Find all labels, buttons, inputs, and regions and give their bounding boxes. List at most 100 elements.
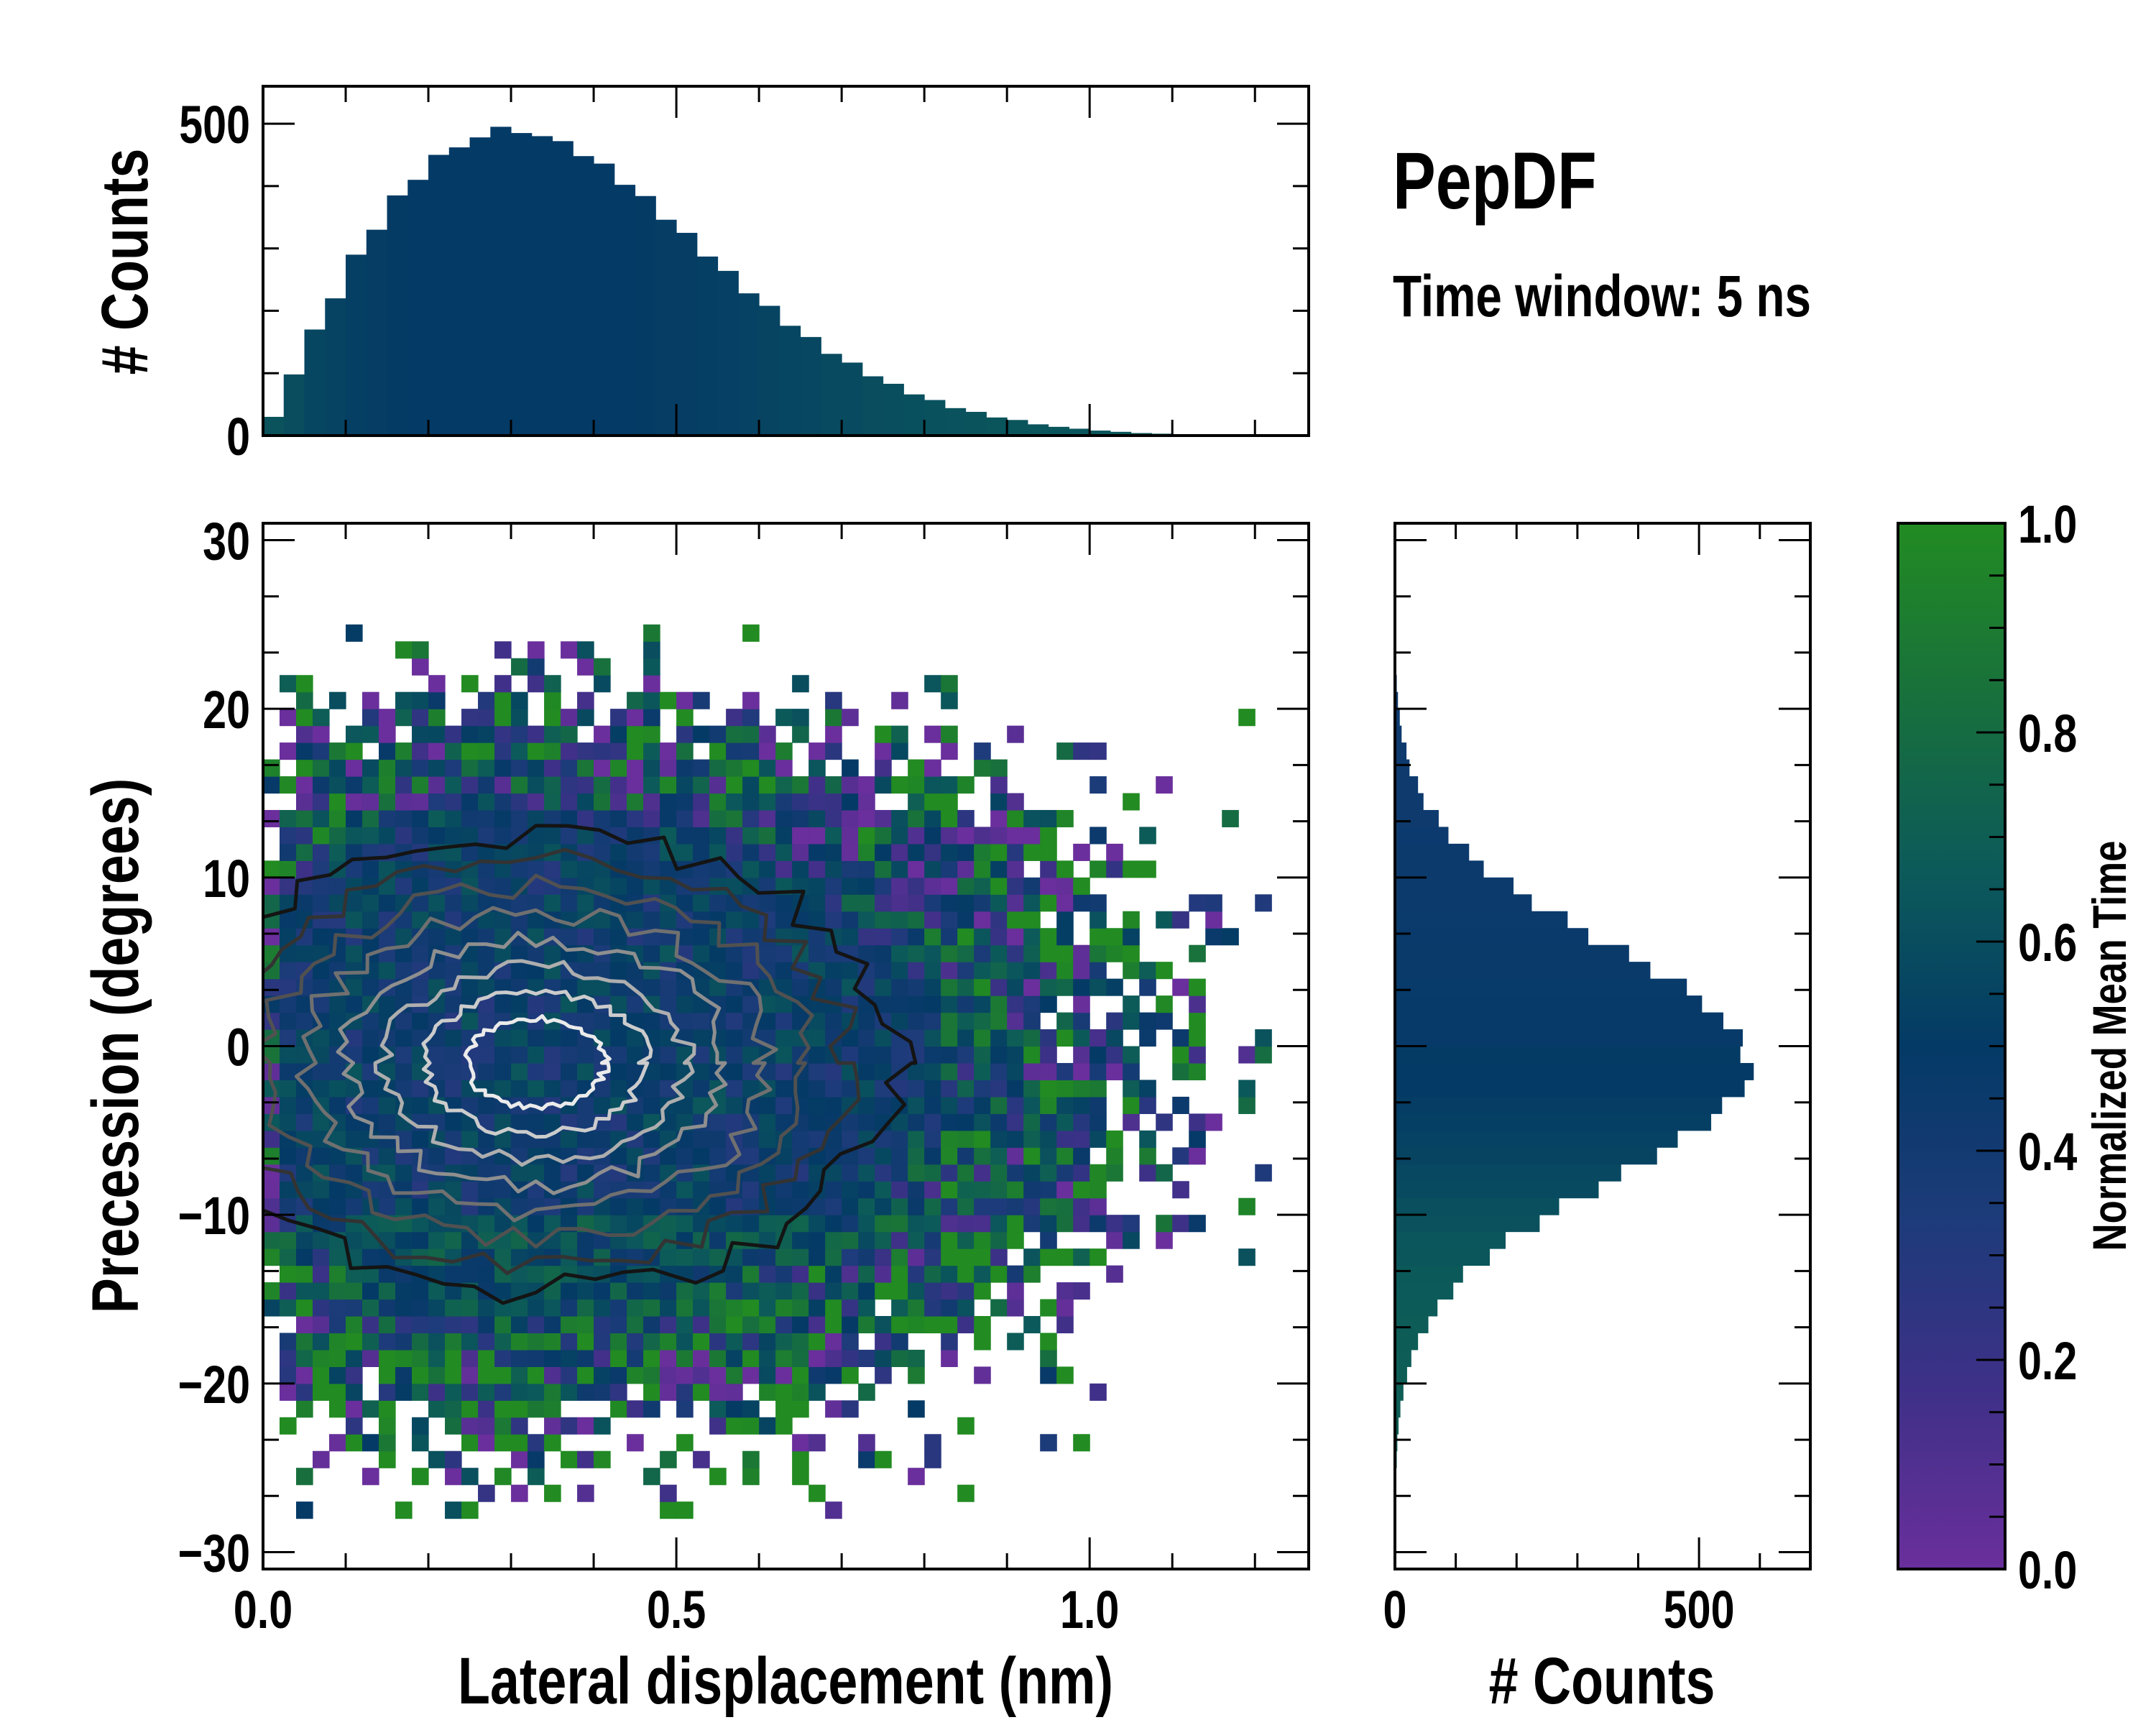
contour-lines [263, 824, 918, 1305]
heatmap-cell [808, 944, 826, 962]
heatmap-cell [412, 1468, 429, 1486]
heatmap-cell [957, 894, 975, 912]
heatmap-cell [858, 877, 875, 895]
heatmap-cell [280, 1147, 297, 1165]
heatmap-cell [1056, 1282, 1074, 1300]
heatmap-cell [858, 1383, 875, 1401]
heatmap-cell [577, 978, 594, 996]
heatmap-cell [1040, 894, 1057, 912]
heatmap-cell [379, 894, 396, 912]
heatmap-cell [808, 860, 826, 878]
heatmap-cell [1007, 911, 1024, 929]
heatmap-cell [1040, 1029, 1057, 1047]
heatmap-cell [412, 843, 429, 861]
heatmap-cell [544, 759, 561, 777]
heatmap-cell [1040, 1299, 1057, 1317]
heatmap-cell [693, 1046, 710, 1064]
heatmap-cell [594, 1282, 611, 1300]
main-y-tick-label: −20 [178, 1356, 250, 1415]
heatmap-cell [395, 962, 413, 980]
heatmap-cell [808, 1046, 826, 1064]
heatmap-cell [280, 1299, 297, 1317]
heatmap-cell [511, 944, 528, 962]
heatmap-cell [280, 1080, 297, 1098]
heatmap-cell [742, 860, 760, 878]
heatmap-cell [577, 1231, 594, 1249]
heatmap-cell [726, 827, 743, 845]
heatmap-cell [891, 1215, 908, 1233]
heatmap-cell [808, 1215, 826, 1233]
heatmap-cell [693, 944, 710, 962]
heatmap-cell [957, 1197, 975, 1215]
heatmap-cell [1007, 1012, 1024, 1030]
heatmap-cell [891, 894, 908, 912]
heatmap-cell [1123, 1113, 1140, 1131]
heatmap-cell [346, 843, 363, 861]
heatmap-cell [924, 1096, 941, 1114]
heatmap-cell [742, 1046, 760, 1064]
heatmap-cell [511, 1029, 528, 1047]
heatmap-cell [511, 691, 528, 709]
heatmap-cell [808, 1248, 826, 1266]
heatmap-cell [957, 962, 975, 980]
main-y-tick-label: 0 [226, 1018, 250, 1077]
heatmap-cell [1073, 995, 1090, 1013]
heatmap-cell [726, 1265, 743, 1283]
heatmap-cell [379, 1197, 396, 1215]
histogram-bar [1395, 1029, 1743, 1046]
heatmap-cell [544, 1096, 561, 1114]
heatmap-cell [346, 1282, 363, 1300]
heatmap-cell [941, 978, 958, 996]
heatmap-cell [362, 1012, 379, 1030]
heatmap-cell [428, 827, 446, 845]
heatmap-cell [362, 1333, 379, 1351]
histogram-bar [1395, 1366, 1407, 1384]
heatmap-cell [1172, 978, 1189, 996]
heatmap-cell [461, 1400, 479, 1418]
heatmap-cell [1156, 911, 1173, 929]
heatmap-cell [924, 1215, 941, 1233]
heatmap-cell [775, 1029, 793, 1047]
heatmap-cell [561, 860, 578, 878]
heatmap-cell [742, 1299, 760, 1317]
heatmap-cell [478, 1096, 495, 1114]
heatmap-cell [709, 962, 727, 980]
heatmap-cell [759, 1147, 776, 1165]
heatmap-cell [1139, 1012, 1156, 1030]
heatmap-cell [941, 1299, 958, 1317]
heatmap-cell [792, 827, 809, 845]
heatmap-cell [528, 759, 545, 777]
heatmap-cell [825, 742, 842, 760]
heatmap-cell [941, 793, 958, 811]
heatmap-cell [1073, 1282, 1090, 1300]
heatmap-cell [627, 1197, 644, 1215]
heatmap-cell [329, 894, 346, 912]
heatmap-cell [726, 809, 743, 828]
heatmap-cell [941, 1265, 958, 1283]
heatmap-cell [1089, 962, 1107, 980]
heatmap-cell [676, 1299, 694, 1317]
heatmap-cell [1023, 1265, 1041, 1283]
heatmap-cell [329, 1248, 346, 1266]
heatmap-cell [957, 1062, 975, 1081]
heatmap-cell [1089, 1080, 1107, 1098]
heatmap-cell [709, 978, 727, 996]
heatmap-cell [478, 1417, 495, 1435]
heatmap-cell [643, 1164, 660, 1182]
heatmap-cell [296, 1383, 313, 1401]
heatmap-cell [974, 843, 991, 861]
heatmap-cell [478, 843, 495, 861]
heatmap-cell [792, 1434, 809, 1452]
heatmap-cell [759, 725, 776, 743]
heatmap-cell [974, 1113, 991, 1131]
heatmap-cell [280, 995, 297, 1013]
heatmap-cell [908, 1197, 925, 1215]
heatmap-cell [296, 843, 313, 861]
heatmap-cell [329, 1400, 346, 1418]
heatmap-cell [643, 877, 660, 895]
heatmap-cell [461, 1366, 479, 1384]
heatmap-cell [544, 1113, 561, 1131]
heatmap-cell [908, 1181, 925, 1199]
heatmap-cell [775, 1265, 793, 1283]
heatmap-cell [875, 776, 892, 794]
